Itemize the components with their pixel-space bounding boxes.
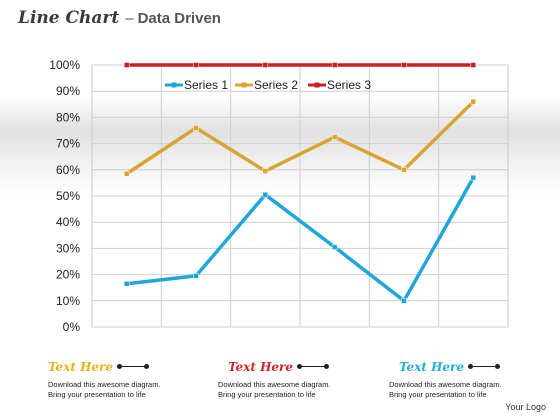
series-2-point	[262, 168, 269, 174]
legend-label-2: Series 2	[254, 78, 298, 92]
footer-connector-2	[297, 364, 329, 370]
footer-heading-2: Text Here	[228, 360, 293, 374]
footer-connector-3	[468, 364, 500, 370]
series-line-1	[124, 175, 476, 303]
series-1-point	[470, 174, 477, 181]
logo-text: Your Logo	[505, 402, 546, 412]
footer-text-2-line1: Download this awesome diagram.	[218, 380, 331, 389]
title-dash: –	[125, 10, 134, 27]
legend-marker-2	[241, 82, 247, 88]
series-1-point	[401, 298, 407, 304]
series-1-point	[193, 273, 199, 279]
y-tick-label: 40%	[56, 215, 80, 229]
footer-text-1: Download this awesome diagram. Bring you…	[48, 380, 198, 400]
page-title: Line Chart – Data Driven	[18, 8, 221, 28]
y-tick-label: 20%	[56, 268, 80, 282]
y-tick-label: 60%	[56, 163, 80, 177]
footer-block-2: Text Here Download this awesome diagram.…	[218, 358, 368, 400]
footer-text-2-line2: Bring your presentation to life	[218, 390, 316, 399]
background-shade	[0, 96, 560, 196]
footer-text-1-line2: Bring your presentation to life	[48, 390, 146, 399]
footer-text-3: Download this awesome diagram. Bring you…	[389, 380, 539, 400]
legend-marker-3	[314, 82, 320, 88]
y-tick-label: 70%	[56, 137, 80, 151]
footer-block-1: Text Here Download this awesome diagram.…	[48, 358, 198, 400]
series-1-point	[123, 281, 130, 287]
y-tick-label: 0%	[63, 320, 81, 334]
series-3-point	[123, 62, 130, 68]
series-3-point	[470, 62, 477, 68]
series-2-point	[123, 170, 130, 177]
series-2-point	[193, 125, 199, 131]
series-2-point	[401, 167, 407, 173]
y-tick-label: 30%	[56, 241, 80, 255]
title-subtitle: Data Driven	[137, 10, 221, 27]
title-script: Line Chart	[18, 8, 120, 28]
footer-text-3-line1: Download this awesome diagram.	[389, 380, 502, 389]
footer-connector-1	[117, 364, 149, 370]
footer-text-3-line2: Bring your presentation to life	[389, 390, 487, 399]
y-tick-label: 90%	[56, 84, 80, 98]
series-3-point	[401, 62, 407, 68]
series-1-point	[331, 244, 338, 250]
series-line-2	[124, 99, 476, 176]
series-3-point	[262, 62, 269, 68]
series-2-point	[470, 98, 477, 105]
legend-label-1: Series 1	[184, 78, 228, 92]
series-3-point	[193, 62, 199, 68]
footer-text-2: Download this awesome diagram. Bring you…	[218, 380, 368, 400]
y-tick-label: 100%	[49, 58, 80, 72]
y-tick-label: 80%	[56, 110, 80, 124]
footer-text-1-line1: Download this awesome diagram.	[48, 380, 161, 389]
footer-block-3: Text Here Download this awesome diagram.…	[389, 358, 539, 400]
y-tick-label: 10%	[56, 294, 80, 308]
footer-heading-1: Text Here	[48, 360, 113, 374]
footer-heading-3: Text Here	[399, 360, 464, 374]
series-2-point	[331, 134, 338, 140]
legend-label-3: Series 3	[327, 78, 371, 92]
series-3-point	[331, 62, 338, 68]
legend-marker-1	[171, 82, 177, 88]
series-1-point	[262, 191, 269, 198]
y-tick-label: 50%	[56, 189, 80, 203]
